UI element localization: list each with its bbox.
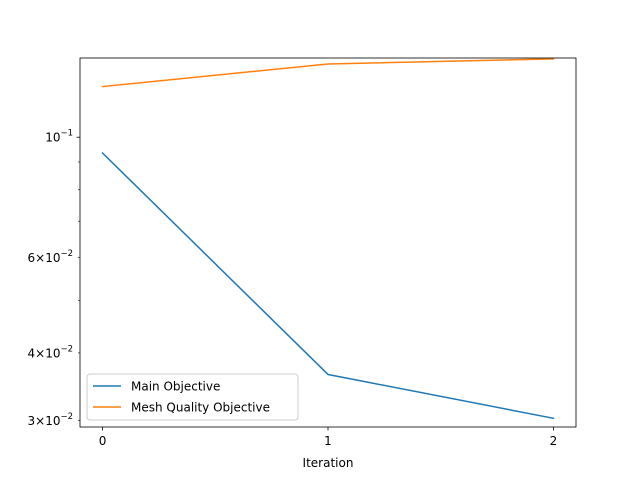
- x-axis-label: Iteration: [303, 456, 354, 470]
- series-layer: [101, 58, 555, 420]
- legend-label-1: Mesh Quality Objective: [131, 401, 270, 415]
- series-line-0: [101, 151, 555, 420]
- y-minor-0-label: 3×10−2: [28, 412, 74, 428]
- legend-label-0: Main Objective: [131, 380, 220, 394]
- legend: Main Objective Mesh Quality Objective: [86, 373, 299, 421]
- y-axis: 10−1 3×10−2 4×10−2 6×10−2: [28, 129, 80, 428]
- y-minor-1-label: 4×10−2: [28, 344, 74, 360]
- x-tick-label-2: 2: [550, 434, 558, 448]
- x-tick-label-1: 1: [324, 434, 332, 448]
- legend-box: [86, 373, 299, 421]
- y-minor-2-label: 6×10−2: [28, 249, 74, 265]
- series-line-1: [101, 58, 555, 88]
- x-tick-label-0: 0: [99, 434, 107, 448]
- x-axis: 0 1 2: [99, 427, 558, 448]
- y-major-0-label: 10−1: [45, 129, 73, 145]
